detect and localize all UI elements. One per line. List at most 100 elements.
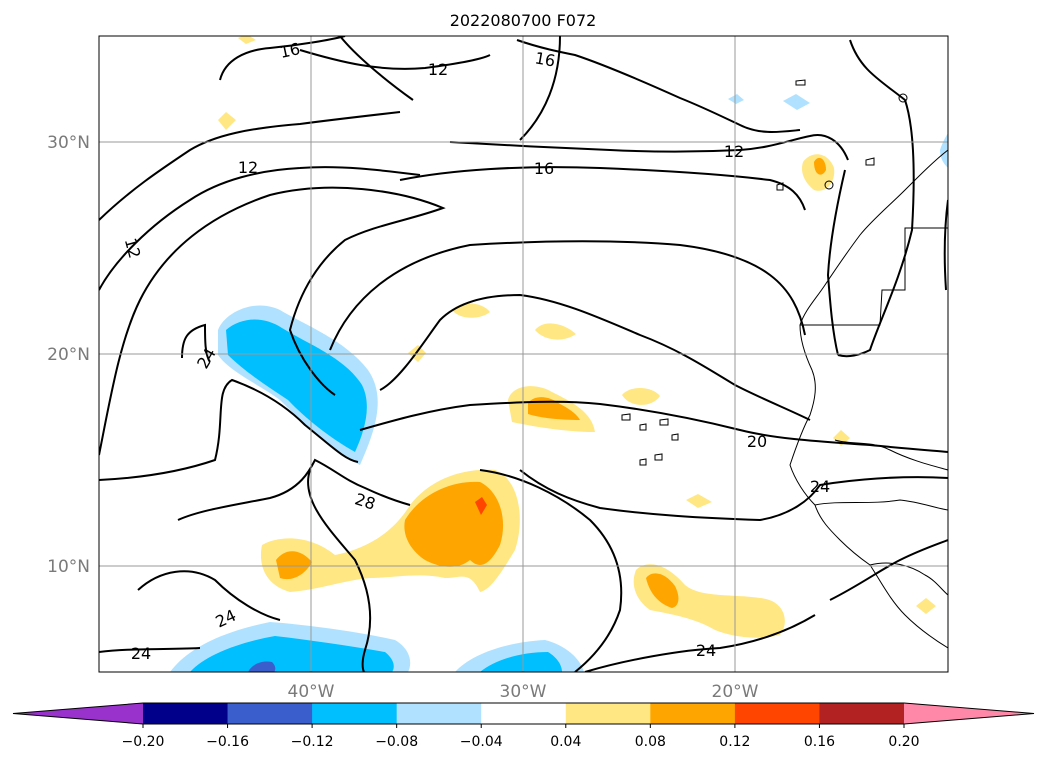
contour-line bbox=[829, 539, 948, 601]
negative-region-south bbox=[190, 636, 394, 672]
colorbar-segment bbox=[396, 703, 482, 724]
island-11 bbox=[865, 157, 875, 166]
contour-lines bbox=[99, 36, 948, 672]
lat-tick-label: 20°N bbox=[47, 345, 90, 365]
negative-spot-1 bbox=[783, 94, 810, 110]
island-2 bbox=[639, 423, 647, 431]
negative-spot-3 bbox=[940, 133, 948, 168]
lon-tick-label: 20°W bbox=[712, 682, 759, 702]
contour-line bbox=[219, 36, 346, 81]
contour-line bbox=[379, 293, 811, 421]
contour-label: 16 bbox=[533, 48, 556, 70]
colorbar-tick-label: −0.08 bbox=[375, 734, 418, 750]
island-9 bbox=[776, 182, 784, 191]
negative-region-south-dark bbox=[248, 661, 276, 672]
contour-line bbox=[177, 458, 411, 521]
contour-line bbox=[826, 169, 846, 356]
contour-line bbox=[99, 186, 446, 456]
contour-label: 16 bbox=[534, 159, 554, 178]
colorbar-segment bbox=[819, 703, 905, 724]
positive-spot-7 bbox=[686, 494, 712, 508]
contour-labels: 16 12 16 12 16 12 12 24 20 24 28 24 24 2… bbox=[121, 39, 830, 663]
positive-spot-3 bbox=[622, 387, 660, 405]
contour-line bbox=[584, 614, 816, 672]
contour-line bbox=[99, 111, 401, 221]
contour-label: 12 bbox=[121, 236, 145, 261]
negative-region-east bbox=[480, 652, 562, 672]
island-3 bbox=[659, 418, 669, 426]
colorbar-tick-label: 0.04 bbox=[550, 734, 581, 750]
colorbar-segment bbox=[312, 703, 398, 724]
gridlines bbox=[99, 36, 948, 672]
island-1 bbox=[621, 413, 631, 421]
contour-label: 24 bbox=[810, 477, 830, 496]
contour-line bbox=[307, 469, 372, 672]
lat-axis-labels: 30°N 20°N 10°N bbox=[47, 133, 90, 577]
contour-line bbox=[359, 400, 948, 453]
contour-line bbox=[137, 570, 281, 621]
contour-line bbox=[449, 134, 849, 161]
lon-tick-label: 30°W bbox=[500, 682, 547, 702]
contour-line bbox=[299, 49, 491, 70]
colorbar-segment bbox=[650, 703, 736, 724]
lon-tick-label: 40°W bbox=[288, 682, 335, 702]
lat-tick-label: 30°N bbox=[47, 133, 90, 153]
africa-border-2 bbox=[834, 439, 948, 471]
positive-region-west bbox=[276, 551, 312, 580]
colorbar-tick-label: −0.20 bbox=[122, 734, 165, 750]
island-7 bbox=[824, 180, 834, 190]
africa-coastline bbox=[789, 149, 948, 649]
island-5 bbox=[654, 453, 663, 461]
contour-line bbox=[399, 166, 806, 211]
africa-border-4 bbox=[869, 562, 948, 596]
positive-region-3 bbox=[646, 573, 679, 608]
contour-label: 24 bbox=[193, 345, 220, 372]
contour-line bbox=[519, 36, 561, 141]
positive-spot-2 bbox=[452, 303, 490, 318]
negative-spot-2 bbox=[728, 94, 744, 104]
contour-line bbox=[479, 469, 623, 672]
contour-label: 24 bbox=[131, 644, 151, 663]
positive-spot-1 bbox=[535, 323, 576, 340]
contour-label: 12 bbox=[428, 60, 448, 79]
colorbar-extend-min bbox=[13, 703, 143, 724]
contour-line bbox=[329, 240, 806, 351]
lat-tick-label: 10°N bbox=[47, 557, 90, 577]
island-4 bbox=[639, 458, 647, 466]
contour-label: 16 bbox=[278, 39, 302, 62]
positive-region-4 bbox=[814, 157, 826, 175]
contour-label: 24 bbox=[696, 641, 716, 660]
plot-frame bbox=[98, 35, 949, 673]
colorbar-segment bbox=[565, 703, 651, 724]
colorbar-segment bbox=[227, 703, 313, 724]
island-6 bbox=[671, 433, 679, 441]
island-8 bbox=[898, 93, 908, 103]
colorbar-tick-label: −0.04 bbox=[460, 734, 503, 750]
colorbar-tick-label: −0.16 bbox=[206, 734, 249, 750]
contour-line bbox=[99, 647, 201, 653]
colorbar-extend-max bbox=[904, 703, 1034, 724]
contour-line bbox=[99, 378, 359, 481]
contour-label: 12 bbox=[724, 142, 744, 161]
positive-spot-6 bbox=[238, 36, 256, 44]
island-10 bbox=[795, 79, 806, 86]
colorbar-segment bbox=[143, 703, 229, 724]
positive-spot-9 bbox=[916, 598, 936, 614]
colorbar: −0.20 −0.16 −0.12 −0.08 −0.04 0.04 0.08 0.12 0.1… bbox=[12, 702, 1035, 750]
lon-axis-labels: 40°W 30°W 20°W bbox=[288, 682, 759, 702]
positive-max bbox=[475, 497, 487, 515]
contour-line bbox=[943, 199, 948, 291]
colorbar-segment bbox=[734, 703, 820, 724]
colorbar-tick-label: 0.16 bbox=[804, 734, 835, 750]
negative-region bbox=[226, 319, 367, 452]
chart-title: 2022080700 F072 bbox=[450, 11, 597, 30]
contour-label: 24 bbox=[213, 606, 239, 632]
anomaly-shading bbox=[170, 36, 948, 672]
positive-spot-5 bbox=[218, 112, 236, 130]
coastlines bbox=[621, 79, 948, 649]
colorbar-segment bbox=[481, 703, 567, 724]
colorbar-tick-label: 0.20 bbox=[888, 734, 919, 750]
africa-border-3 bbox=[814, 499, 948, 511]
contour-label: 20 bbox=[747, 432, 767, 451]
